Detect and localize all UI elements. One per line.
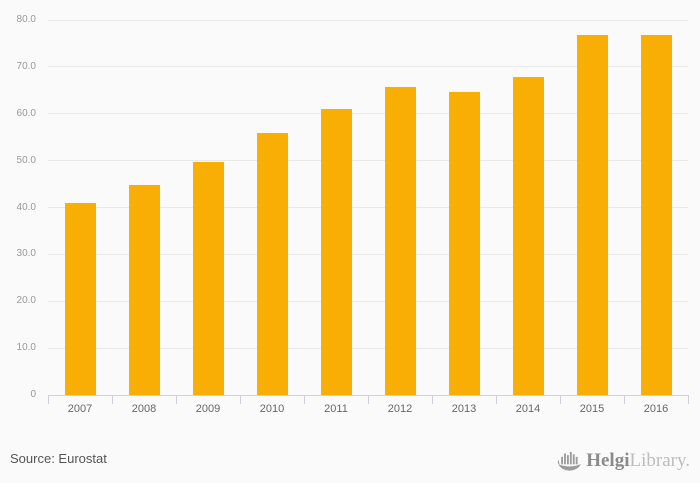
x-axis-tick: [240, 395, 241, 404]
x-axis-tick-label: 2009: [195, 403, 221, 415]
helgi-library-logo: HelgiLibrary.: [557, 448, 690, 474]
bar-2010: [256, 132, 288, 395]
x-axis-tick-label: 2016: [643, 403, 669, 415]
x-axis-tick: [432, 395, 433, 404]
gridline: [48, 19, 688, 21]
x-axis-tick: [368, 395, 369, 404]
x-axis-tick: [304, 395, 305, 404]
x-axis-tick-label: 2011: [324, 403, 348, 415]
y-axis-tick-label: 70.0: [16, 60, 36, 72]
y-axis-tick-label: 30.0: [16, 248, 36, 260]
viking-ship-bar-chart-icon: [557, 449, 582, 473]
x-axis-tick: [112, 395, 113, 404]
x-axis-tick: [688, 395, 689, 404]
logo-brand-bold: Helgi: [586, 450, 630, 471]
x-axis-tick: [496, 395, 497, 404]
y-axis-tick-label: 40.0: [16, 201, 36, 213]
bar-2009: [192, 161, 224, 395]
y-axis-tick-label: 10.0: [16, 342, 36, 354]
x-axis-tick-label: 2014: [515, 403, 541, 415]
x-axis-tick-label: 2012: [387, 403, 413, 415]
bar-2012: [384, 87, 416, 395]
x-axis-tick: [560, 395, 561, 404]
bar-2015: [576, 34, 608, 395]
bar-2013: [448, 91, 480, 395]
x-axis-tick: [48, 395, 49, 404]
bar-2008: [128, 185, 160, 395]
bar-2007: [64, 202, 96, 395]
gridline: [48, 160, 688, 162]
x-axis-tick-label: 2013: [451, 403, 477, 415]
x-axis-tick-label: 2015: [579, 403, 605, 415]
x-axis-tick-label: 2008: [131, 403, 157, 415]
logo-wordmark: HelgiLibrary.: [586, 448, 690, 474]
bar-2016: [640, 34, 672, 395]
x-axis-tick-label: 2007: [67, 403, 93, 415]
x-axis-tick: [624, 395, 625, 404]
x-axis-tick-label: 2010: [259, 403, 285, 415]
y-axis-tick-label: 80.0: [16, 14, 36, 25]
gridline: [48, 207, 688, 208]
y-axis-tick-label: 20.0: [16, 295, 36, 307]
bar-2014: [512, 76, 544, 395]
logo-brand-light: Library.: [629, 450, 691, 471]
y-axis-tick-label: 50.0: [16, 154, 36, 166]
gridline: [48, 253, 688, 255]
x-axis-tick: [176, 395, 177, 404]
source-label: Source: Eurostat: [10, 451, 107, 466]
y-axis-tick-label: 60.0: [16, 107, 36, 119]
gridline: [48, 347, 688, 349]
bar-2011: [320, 109, 352, 395]
gridline: [48, 66, 688, 68]
y-axis-tick-label: 0: [30, 389, 36, 400]
gridline: [48, 300, 688, 302]
gridline: [48, 113, 688, 115]
